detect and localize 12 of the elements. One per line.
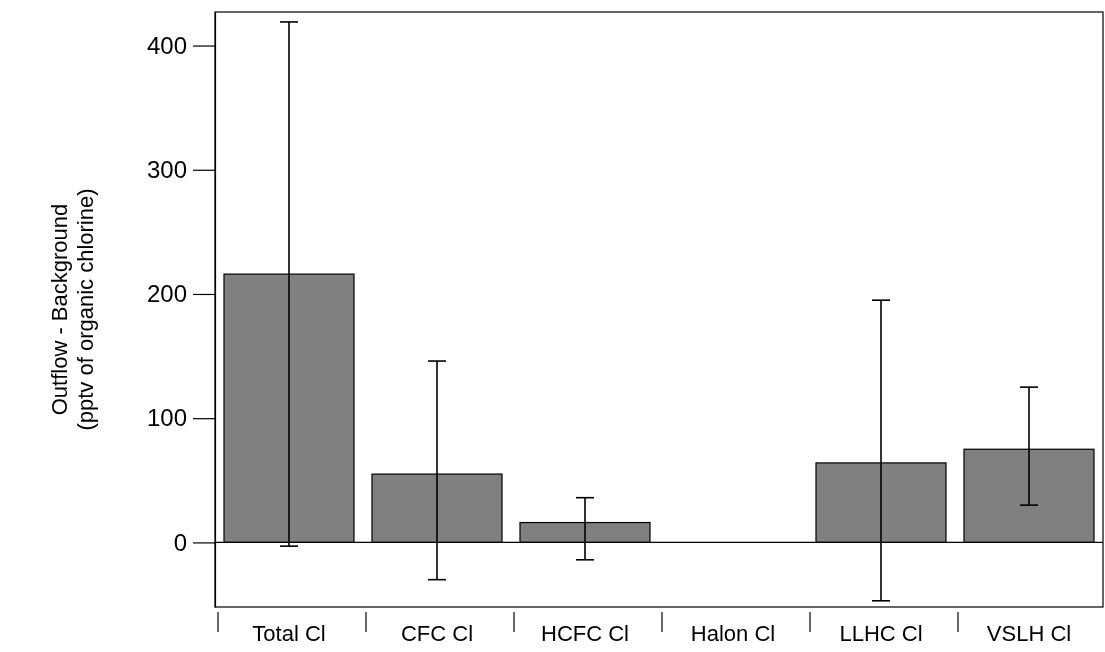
- x-tick-label: Total Cl: [252, 621, 326, 646]
- y-axis-title: Outflow - Background (pptv of organic chlorine): [46, 188, 99, 431]
- y-tick-label: 300: [146, 155, 187, 183]
- y-tick-label: 0: [173, 528, 187, 556]
- x-tick-label: Halon Cl: [690, 621, 776, 646]
- x-tick-label: HCFC Cl: [541, 621, 629, 646]
- y-tick-label: 200: [146, 280, 187, 308]
- x-tick-label: CFC Cl: [400, 621, 474, 646]
- x-tick-label: LLHC Cl: [839, 621, 923, 646]
- y-tick-label: 400: [146, 31, 187, 59]
- y-tick-label: 100: [146, 404, 187, 432]
- x-tick-label: VSLH Cl: [986, 621, 1072, 646]
